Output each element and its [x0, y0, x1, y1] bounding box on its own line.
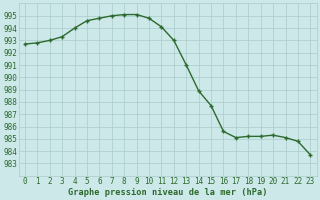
X-axis label: Graphe pression niveau de la mer (hPa): Graphe pression niveau de la mer (hPa)	[68, 188, 268, 197]
